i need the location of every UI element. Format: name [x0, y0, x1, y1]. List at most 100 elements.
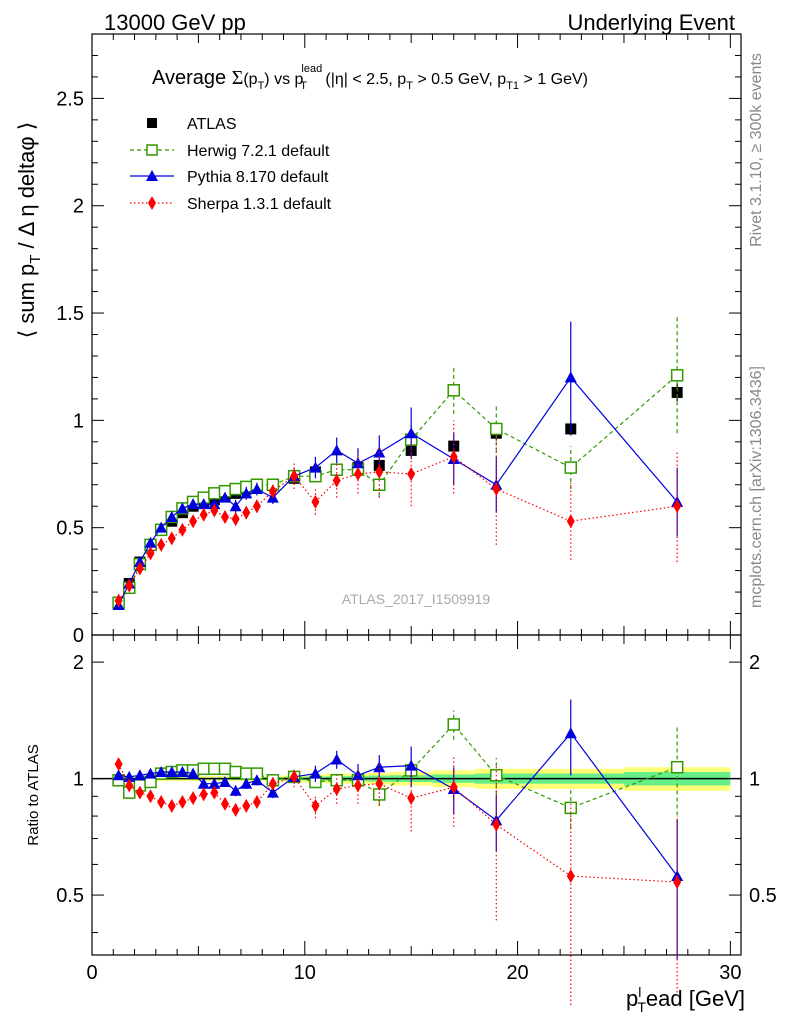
- point-herwig: [564, 461, 578, 474]
- point-sherpa: [407, 791, 416, 806]
- x-tick-label: 20: [506, 962, 528, 984]
- point-pythia: [218, 775, 231, 787]
- x-tick-label: 10: [294, 962, 316, 984]
- x-tick-label: 0: [86, 962, 97, 984]
- point-sherpa: [199, 787, 208, 802]
- point-sherpa: [146, 789, 155, 804]
- y-tick-label-main: 2.5: [56, 88, 84, 110]
- main-panel: 0 0.5 1 1.5 2 2.5 Average Σ(pT) vs plead T (|η…: [14, 33, 742, 647]
- point-sherpa: [167, 531, 176, 546]
- point-pythia: [218, 491, 231, 503]
- point-sherpa: [135, 561, 144, 576]
- point-herwig: [490, 422, 503, 436]
- ratio-y-label: Ratio to ATLAS: [25, 744, 42, 845]
- point-sherpa: [290, 469, 299, 484]
- line-herwig: [118, 374, 678, 604]
- point-pythia: [133, 769, 146, 781]
- series-herwig: [112, 317, 684, 610]
- point-pythia: [229, 784, 242, 796]
- point-atlas: [671, 386, 683, 398]
- legend-label-atlas: ATLAS: [187, 116, 237, 133]
- point-sherpa: [231, 802, 240, 817]
- ratio-frame: [91, 634, 742, 956]
- point-pythia: [405, 427, 418, 439]
- point-sherpa: [252, 499, 261, 514]
- point-sherpa: [449, 449, 458, 464]
- point-sherpa: [492, 817, 501, 832]
- series-sherpa-ratio: [114, 755, 682, 1005]
- point-sherpa: [220, 796, 229, 811]
- point-pythia: [373, 761, 386, 773]
- point-sherpa: [125, 578, 134, 593]
- legend: ATLAS Herwig 7.2.1 default Pythia 8.170 …: [130, 116, 332, 213]
- point-herwig: [229, 765, 242, 779]
- point-sherpa: [252, 794, 261, 809]
- point-sherpa: [375, 776, 384, 791]
- line-sherpa: [118, 456, 678, 602]
- point-sherpa: [375, 464, 384, 479]
- point-sherpa: [311, 798, 320, 813]
- point-sherpa: [189, 514, 198, 529]
- point-pythia: [250, 774, 263, 786]
- point-sherpa: [178, 522, 187, 537]
- line-pythia: [118, 376, 678, 606]
- point-sherpa: [268, 776, 277, 791]
- point-sherpa: [566, 869, 575, 884]
- point-sherpa: [135, 785, 144, 800]
- series-pythia-ratio: [112, 699, 684, 960]
- point-sherpa: [146, 546, 155, 561]
- point-herwig: [229, 482, 242, 496]
- point-pythia: [250, 483, 263, 495]
- point-sherpa: [242, 505, 251, 520]
- point-pythia: [155, 765, 168, 777]
- point-pythia: [165, 510, 178, 522]
- y-tick-label-main: 1: [73, 410, 84, 432]
- y-tick-label-ratio-right: 1: [749, 769, 760, 791]
- legend-label-sherpa: Sherpa 1.3.1 default: [187, 196, 332, 213]
- point-pythia: [144, 767, 157, 779]
- point-sherpa: [353, 778, 362, 793]
- y-tick-label-ratio-right: 2: [749, 652, 760, 674]
- point-sherpa: [199, 507, 208, 522]
- point-sherpa: [220, 509, 229, 524]
- point-pythia: [405, 759, 418, 771]
- point-pythia: [187, 767, 200, 779]
- point-pythia: [208, 777, 221, 789]
- point-sherpa: [332, 473, 341, 488]
- legend-item-sherpa: Sherpa 1.3.1 default: [130, 196, 332, 213]
- point-pythia: [266, 786, 279, 798]
- point-sherpa: [353, 467, 362, 482]
- point-sherpa: [114, 593, 123, 608]
- point-sherpa: [125, 778, 134, 793]
- series-pythia: [112, 321, 684, 610]
- mcplots-label: mcplots.cern.ch [arXiv:1306.3436]: [748, 366, 765, 608]
- point-pythia: [240, 487, 253, 499]
- point-sherpa: [268, 484, 277, 499]
- legend-marker-pythia: [146, 170, 158, 181]
- legend-marker-sherpa: [148, 196, 156, 210]
- point-pythia: [165, 765, 178, 777]
- point-pythia: [564, 371, 577, 383]
- main-data-marks: [112, 317, 684, 610]
- header-left: 13000 GeV pp: [104, 10, 246, 35]
- ratio-data-marks: [112, 699, 684, 1005]
- point-sherpa: [231, 512, 240, 527]
- point-pythia: [197, 498, 210, 510]
- header-right: Underlying Event: [567, 10, 735, 35]
- point-pythia: [373, 446, 386, 458]
- point-pythia: [144, 536, 157, 548]
- point-pythia: [176, 502, 189, 514]
- ratio-panel: 0.5 0.51 12 20 10 20 30 Ratio to ATLAS pl Tead …: [25, 634, 777, 1015]
- point-pythia: [229, 500, 242, 512]
- point-herwig: [670, 760, 684, 774]
- series-sherpa: [114, 420, 682, 608]
- point-sherpa: [449, 780, 458, 795]
- rivet-label: Rivet 3.1.10, ≥ 300k events: [748, 53, 765, 247]
- legend-marker-atlas: [147, 118, 157, 128]
- point-pythia: [240, 777, 253, 789]
- point-sherpa: [157, 794, 166, 809]
- x-tick-label: 30: [719, 962, 741, 984]
- point-sherpa: [673, 499, 682, 514]
- point-pythia: [155, 521, 168, 533]
